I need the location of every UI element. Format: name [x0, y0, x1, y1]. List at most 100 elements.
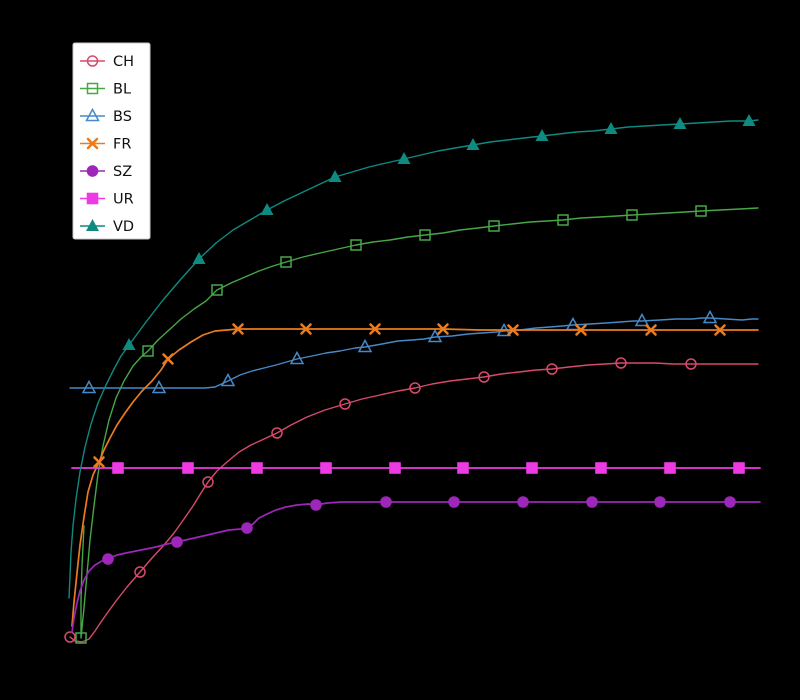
fr-x-cross-marker	[507, 324, 519, 336]
ch-open-circle-marker	[409, 382, 421, 394]
ch-legend-open-circle-icon	[86, 55, 99, 67]
ur-filled-square-marker	[112, 462, 124, 474]
sz-filled-circle-marker	[310, 499, 322, 511]
fr-x-cross-marker	[232, 323, 244, 335]
bl-open-square-marker	[75, 632, 87, 644]
bs-legend-open-triangle-icon	[85, 107, 100, 122]
ur-filled-square-marker	[664, 462, 676, 474]
vd-filled-triangle-marker	[328, 170, 342, 182]
sz-filled-circle-marker	[586, 496, 598, 508]
fr-x-cross-marker	[369, 323, 381, 335]
legend-entry-vd: VD	[80, 219, 134, 235]
bl-open-square-marker	[142, 345, 154, 357]
legend-entry-bl: BL	[80, 82, 131, 98]
legend-label: VD	[113, 219, 134, 235]
ur-filled-square-marker	[389, 462, 401, 474]
bs-open-triangle-marker	[427, 328, 443, 343]
series-vd	[68, 114, 759, 599]
bl-open-square-marker	[211, 284, 223, 296]
ch-open-circle-marker	[478, 371, 490, 383]
legend-label: SZ	[113, 164, 132, 180]
legend-entry-sz: SZ	[80, 164, 132, 180]
vd-legend-filled-triangle-icon	[86, 219, 99, 231]
sz-filled-circle-marker	[241, 522, 253, 534]
ur-filled-square-marker	[526, 462, 538, 474]
ch-open-circle-marker	[615, 357, 627, 369]
series-line-bs	[69, 317, 759, 389]
fr-x-cross-marker	[437, 323, 449, 335]
legend-label: BS	[113, 109, 132, 125]
bs-open-triangle-marker	[220, 372, 236, 387]
fr-x-cross-marker	[714, 324, 726, 336]
ch-open-circle-marker	[202, 476, 214, 488]
fr-x-cross-marker	[93, 456, 105, 468]
series-line-ch	[69, 362, 759, 643]
sz-filled-circle-marker	[171, 536, 183, 548]
fr-x-cross-marker	[162, 353, 174, 365]
ch-open-circle-marker	[64, 631, 76, 643]
bs-open-triangle-marker	[81, 379, 97, 394]
ch-open-circle-marker	[134, 566, 146, 578]
bl-legend-open-square-icon	[86, 82, 99, 95]
sz-filled-circle-marker	[448, 496, 460, 508]
bs-open-triangle-marker	[634, 312, 650, 327]
legend-entry-ur: UR	[80, 192, 134, 208]
fr-x-cross-marker	[645, 324, 657, 336]
ch-open-circle-marker	[546, 363, 558, 375]
bl-open-square-marker	[280, 256, 292, 268]
ur-legend-filled-square-icon	[86, 192, 99, 205]
fr-legend-x-cross-icon	[86, 137, 99, 150]
vd-filled-triangle-marker	[260, 203, 274, 215]
ur-filled-square-marker	[182, 462, 194, 474]
ch-open-circle-marker	[339, 398, 351, 410]
bs-open-triangle-marker	[357, 338, 373, 353]
vd-filled-triangle-marker	[122, 338, 136, 350]
series-sz	[71, 496, 761, 633]
bl-open-square-marker	[626, 209, 638, 221]
bl-open-square-marker	[557, 214, 569, 226]
vd-filled-triangle-marker	[535, 129, 549, 141]
sz-filled-circle-marker	[654, 496, 666, 508]
vd-filled-triangle-marker	[192, 252, 206, 264]
vd-filled-triangle-marker	[673, 117, 687, 129]
series-fr	[71, 323, 759, 627]
series-bl	[75, 205, 759, 644]
ur-filled-square-marker	[457, 462, 469, 474]
series-ch	[64, 357, 759, 643]
series-line-vd	[68, 119, 759, 599]
bl-open-square-marker	[695, 205, 707, 217]
vd-filled-triangle-marker	[742, 114, 756, 126]
series-line-bl	[80, 207, 759, 639]
sz-filled-circle-marker	[380, 496, 392, 508]
ur-filled-square-marker	[595, 462, 607, 474]
legend: CH BL BS FR SZ UR VD	[72, 42, 151, 240]
legend-label: FR	[113, 137, 131, 153]
sz-filled-circle-marker	[724, 496, 736, 508]
ur-filled-square-marker	[733, 462, 745, 474]
legend-entry-bs: BS	[80, 107, 132, 125]
ch-open-circle-marker	[271, 427, 283, 439]
bl-open-square-marker	[488, 220, 500, 232]
bs-open-triangle-marker	[289, 350, 305, 365]
ur-filled-square-marker	[251, 462, 263, 474]
bl-open-square-marker	[419, 229, 431, 241]
vd-filled-triangle-marker	[466, 138, 480, 150]
legend-box	[72, 42, 151, 240]
fr-x-cross-marker	[575, 324, 587, 336]
vd-filled-triangle-marker	[604, 122, 618, 134]
legend-entry-fr: FR	[80, 137, 131, 153]
fr-x-cross-marker	[300, 323, 312, 335]
legend-label: UR	[113, 192, 134, 208]
series-ur	[71, 462, 761, 474]
ur-filled-square-marker	[320, 462, 332, 474]
legend-entry-ch: CH	[80, 54, 134, 70]
vd-filled-triangle-marker	[397, 152, 411, 164]
bs-open-triangle-marker	[151, 379, 167, 394]
ch-open-circle-marker	[685, 358, 697, 370]
bs-open-triangle-marker	[702, 309, 718, 324]
sz-filled-circle-marker	[102, 553, 114, 565]
sz-legend-filled-circle-icon	[86, 165, 99, 177]
legend-label: BL	[113, 82, 131, 98]
